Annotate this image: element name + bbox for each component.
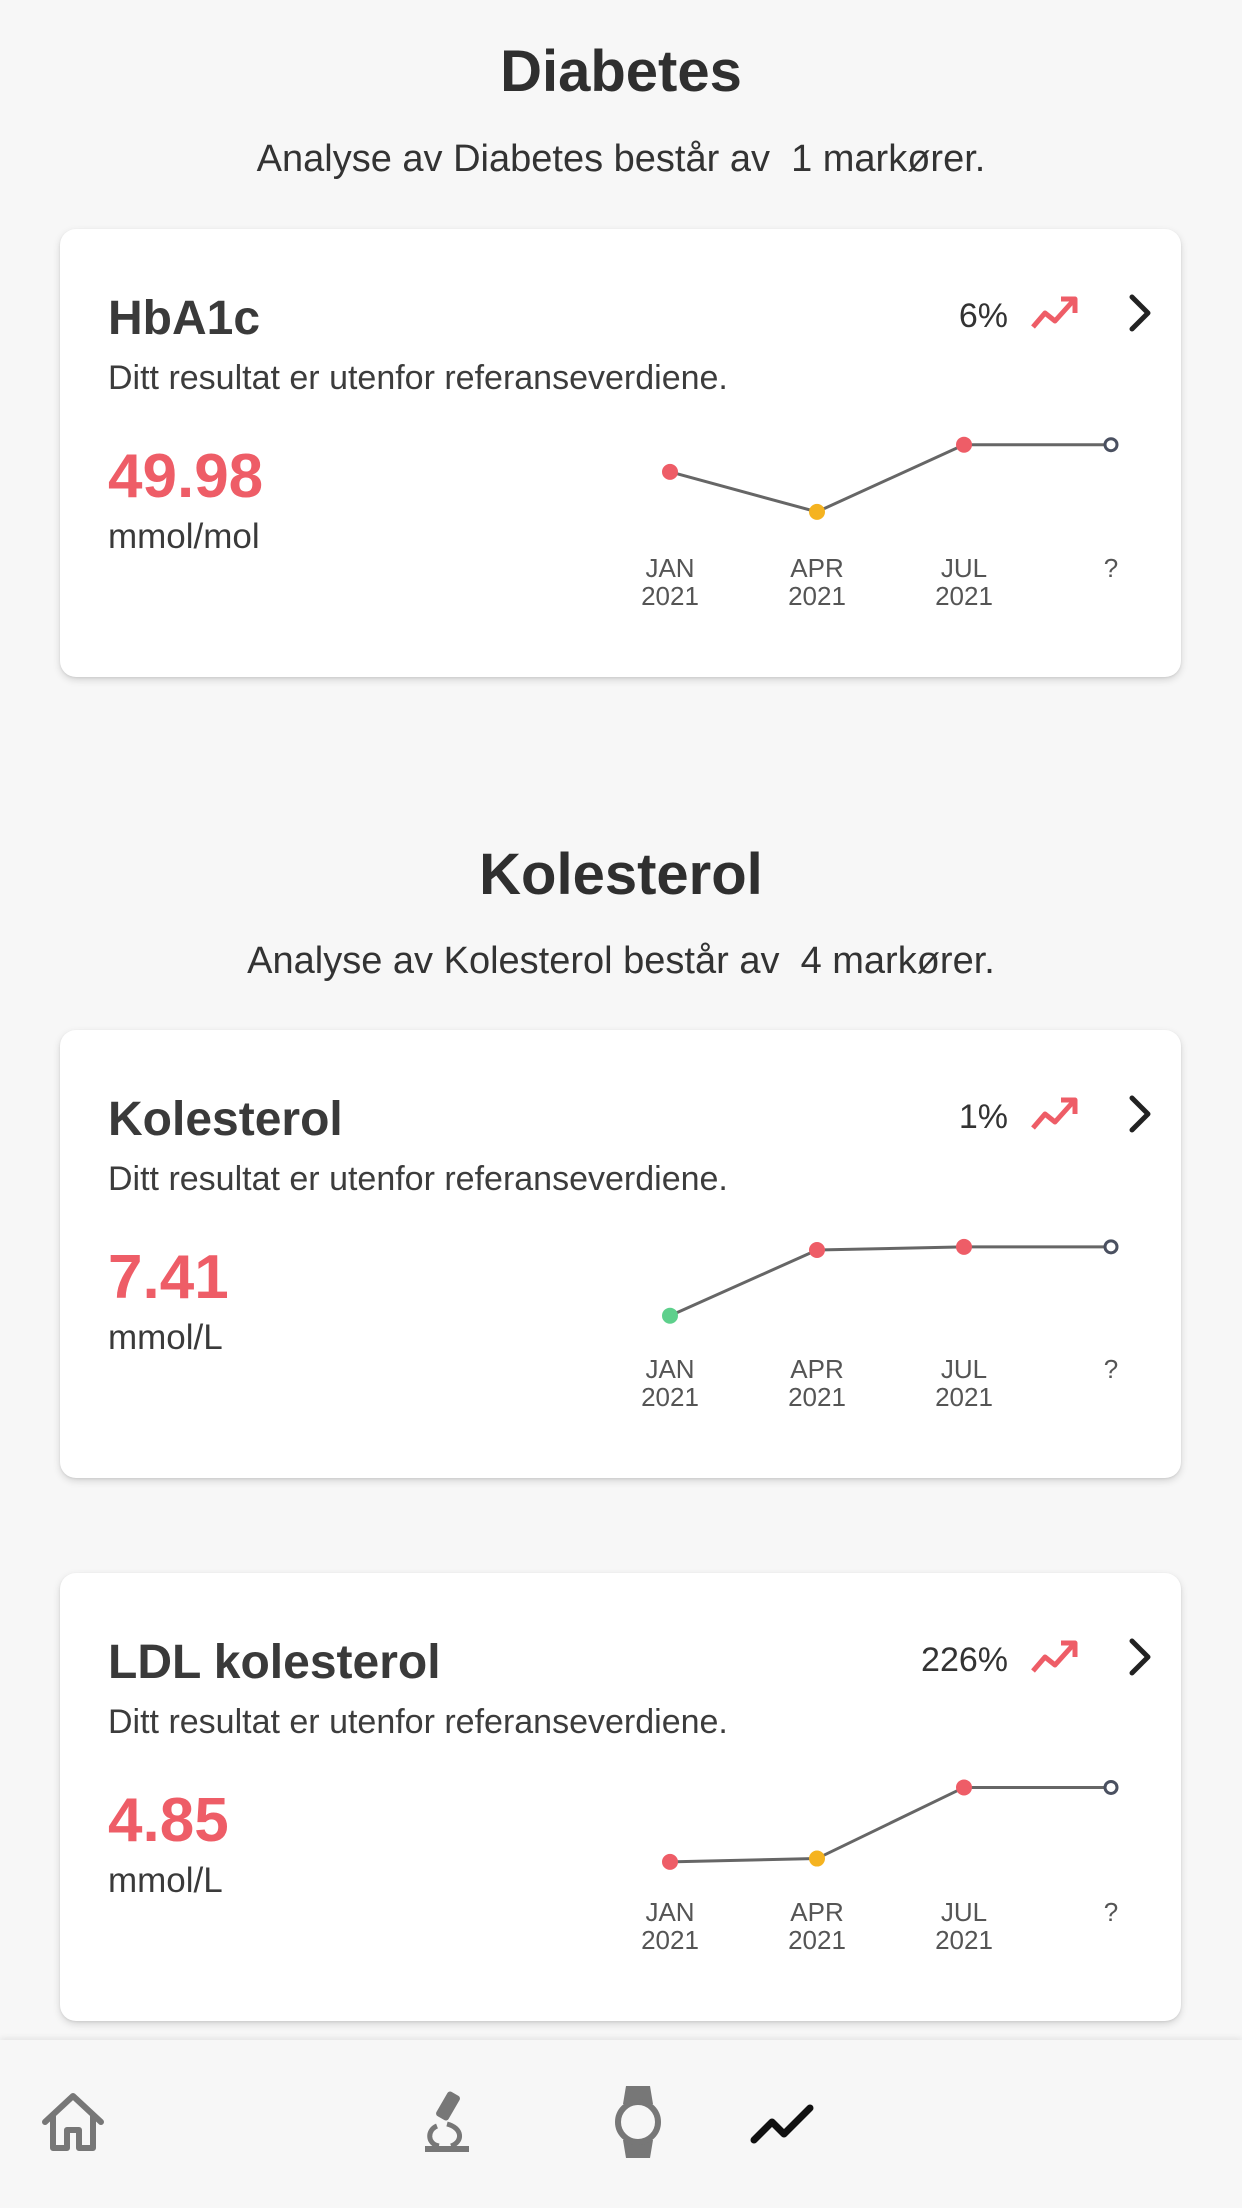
x-tick-label: JAN	[645, 1354, 694, 1384]
x-tick-label: 2021	[641, 1382, 699, 1412]
watch-icon[interactable]	[598, 2082, 678, 2162]
marker-title: Kolesterol	[108, 1093, 343, 1146]
marker-description: Ditt resultat er utenfor referanseverdie…	[108, 1160, 728, 1198]
x-tick-label: 2021	[935, 581, 993, 611]
trend-line	[669, 1785, 1111, 1864]
x-tick-label: 2021	[641, 581, 699, 611]
trending-up-icon	[1031, 1640, 1078, 1673]
section-subtitle-diabetes: Analyse av Diabetes består av 1 markører…	[256, 138, 986, 180]
change-percent: 226%	[921, 1641, 1008, 1679]
home-icon[interactable]	[33, 2082, 113, 2162]
section-title-diabetes: Diabetes	[500, 39, 742, 104]
x-tick-label: APR	[790, 1897, 843, 1927]
bottom-navigation	[0, 2040, 1242, 2208]
marker-card-kolesterol[interactable]: Kolesterol 1% Ditt resultat er utenfor r…	[60, 1030, 1181, 1478]
x-tick-label: 2021	[788, 581, 846, 611]
chevron-right-icon[interactable]	[1120, 291, 1160, 335]
marker-title: HbA1c	[108, 292, 261, 345]
marker-unit: mmol/L	[108, 1861, 223, 1900]
x-tick-label: ?	[1104, 1897, 1118, 1927]
trend-line	[669, 1245, 1111, 1318]
data-point	[662, 463, 678, 480]
x-tick-label: JAN	[645, 553, 694, 583]
microscope-icon[interactable]	[407, 2082, 487, 2162]
section-subtitle-kolesterol: Analyse av Kolesterol består av 4 markør…	[247, 940, 995, 982]
change-percent: 6%	[958, 297, 1008, 335]
marker-unit: mmol/L	[108, 1318, 223, 1357]
x-tick-label: APR	[790, 1354, 843, 1384]
marker-description: Ditt resultat er utenfor referanseverdie…	[108, 359, 728, 397]
trending-icon[interactable]	[744, 2082, 824, 2162]
x-tick-label: 2021	[935, 1925, 993, 1955]
data-point	[809, 1850, 825, 1867]
data-point	[956, 1779, 972, 1796]
chevron-right-icon[interactable]	[1120, 1635, 1160, 1679]
section-title-kolesterol: Kolesterol	[479, 842, 763, 907]
x-tick-label: 2021	[641, 1925, 699, 1955]
data-point	[662, 1853, 678, 1870]
x-tick-label: JUL	[941, 1354, 987, 1384]
data-point	[1103, 1779, 1119, 1795]
marker-card-ldl-kolesterol[interactable]: LDL kolesterol 226% Ditt resultat er ute…	[60, 1573, 1181, 2021]
data-point	[809, 1242, 825, 1258]
data-point	[1103, 437, 1119, 453]
marker-value: 4.85	[108, 1786, 229, 1855]
x-tick-label: ?	[1104, 553, 1118, 583]
trend-line	[669, 443, 1111, 514]
x-tick-label: 2021	[935, 1382, 993, 1412]
x-tick-label: JUL	[941, 553, 987, 583]
x-tick-label: ?	[1104, 1354, 1118, 1384]
marker-value: 7.41	[108, 1243, 229, 1312]
x-tick-label: 2021	[788, 1925, 846, 1955]
data-point	[1103, 1239, 1119, 1255]
data-point	[956, 436, 972, 453]
data-point	[956, 1238, 972, 1255]
data-point	[809, 503, 825, 520]
marker-description: Ditt resultat er utenfor referanseverdie…	[108, 1703, 728, 1741]
marker-value: 49.98	[108, 442, 264, 511]
x-tick-label: 2021	[788, 1382, 846, 1412]
x-tick-label: JUL	[941, 1897, 987, 1927]
trending-up-icon	[1031, 1097, 1078, 1130]
change-percent: 1%	[958, 1098, 1008, 1136]
x-tick-label: APR	[790, 553, 843, 583]
marker-card-hba1c[interactable]: HbA1c 6% Ditt resultat er utenfor refera…	[60, 229, 1181, 677]
marker-title: LDL kolesterol	[108, 1636, 441, 1689]
data-point	[662, 1307, 678, 1324]
marker-unit: mmol/mol	[108, 517, 260, 556]
chevron-right-icon[interactable]	[1120, 1092, 1160, 1136]
trending-up-icon	[1031, 296, 1078, 329]
x-tick-label: JAN	[645, 1897, 694, 1927]
